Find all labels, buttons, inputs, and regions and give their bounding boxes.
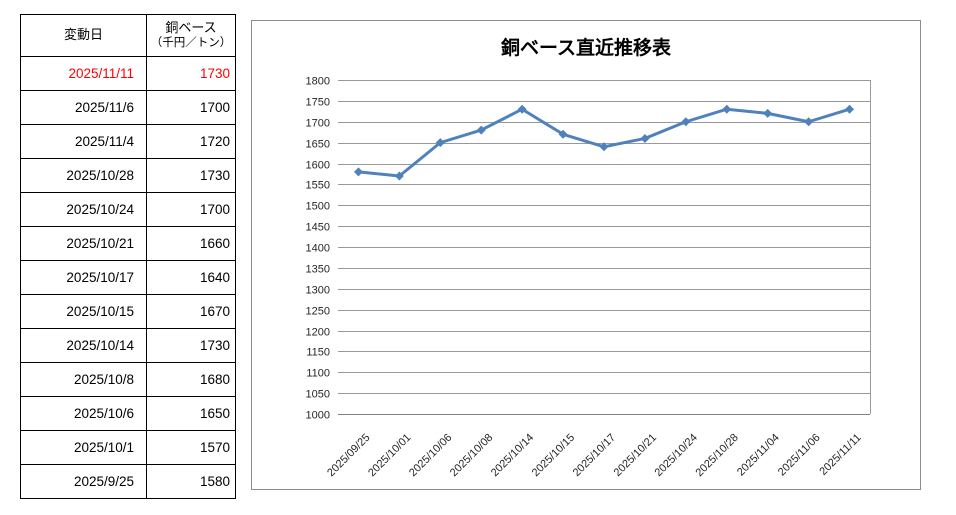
x-axis-tick-label: 2025/11/06 bbox=[776, 432, 823, 479]
y-axis-tick-label: 1700 bbox=[306, 118, 330, 130]
value-cell[interactable]: 1680 bbox=[146, 362, 236, 397]
y-axis-tick-label: 1150 bbox=[306, 347, 330, 359]
table-row: 2025/11/11 1730 bbox=[20, 56, 236, 91]
data-point-marker[interactable] bbox=[394, 171, 404, 181]
table-row: 2025/10/24 1700 bbox=[20, 192, 236, 227]
value-cell[interactable]: 1640 bbox=[146, 260, 236, 295]
x-axis-tick-label: 2025/11/04 bbox=[735, 432, 782, 479]
price-table: 変動日 銅ベース （千円／トン） 2025/11/11 1730 2025/11/6… bbox=[20, 14, 236, 499]
data-point-marker[interactable] bbox=[476, 125, 486, 135]
date-cell[interactable]: 2025/10/28 bbox=[20, 158, 147, 193]
y-axis-tick-label: 1250 bbox=[306, 306, 330, 318]
x-axis-tick-label: 2025/09/25 bbox=[325, 432, 372, 479]
x-axis-tick-label: 2025/10/14 bbox=[489, 432, 536, 479]
data-point-marker[interactable] bbox=[640, 133, 650, 143]
value-cell[interactable]: 1700 bbox=[146, 90, 236, 125]
y-axis-tick-label: 1300 bbox=[306, 285, 330, 297]
table-row: 2025/10/6 1650 bbox=[20, 396, 236, 431]
y-axis-tick-label: 1100 bbox=[306, 368, 330, 380]
value-cell[interactable]: 1570 bbox=[146, 430, 236, 465]
table-header-row: 変動日 銅ベース （千円／トン） bbox=[20, 14, 236, 57]
chart-svg: 1000 1050 1100 1150 1200 1250 1300 1350 1400 1450… bbox=[306, 76, 871, 479]
date-cell[interactable]: 2025/11/6 bbox=[20, 90, 147, 125]
value-cell[interactable]: 1720 bbox=[146, 124, 236, 159]
data-point-marker[interactable] bbox=[353, 167, 363, 177]
table-row: 2025/10/15 1670 bbox=[20, 294, 236, 329]
chart-title: 銅ベース直近推移表 bbox=[500, 38, 672, 59]
value-cell[interactable]: 1580 bbox=[146, 464, 236, 499]
x-axis-tick-label: 2025/10/21 bbox=[612, 432, 659, 479]
value-cell[interactable]: 1730 bbox=[146, 328, 236, 363]
table-row: 2025/11/4 1720 bbox=[20, 124, 236, 159]
x-axis-tick-label: 2025/10/01 bbox=[366, 432, 413, 479]
x-axis-tick-label: 2025/10/06 bbox=[407, 432, 454, 479]
date-cell[interactable]: 2025/11/11 bbox=[20, 56, 147, 91]
x-axis-tick-label: 2025/10/08 bbox=[448, 432, 495, 479]
y-axis-tick-label: 1200 bbox=[306, 327, 330, 339]
data-point-marker[interactable] bbox=[435, 138, 445, 148]
y-axis-tick-label: 1050 bbox=[306, 389, 330, 401]
y-axis-tick-label: 1350 bbox=[306, 264, 330, 276]
data-point-marker[interactable] bbox=[804, 117, 814, 127]
y-axis-tick-label: 1800 bbox=[306, 76, 330, 88]
value-cell[interactable]: 1730 bbox=[146, 56, 236, 91]
date-cell[interactable]: 2025/10/15 bbox=[20, 294, 147, 329]
date-cell[interactable]: 2025/10/1 bbox=[20, 430, 147, 465]
y-axis-tick-label: 1650 bbox=[306, 139, 330, 151]
y-axis-tick-label: 1500 bbox=[306, 201, 330, 213]
value-cell[interactable]: 1670 bbox=[146, 294, 236, 329]
date-column-header[interactable]: 変動日 bbox=[20, 14, 147, 57]
table-row: 2025/10/17 1640 bbox=[20, 260, 236, 295]
chart-object[interactable]: 銅ベース直近推移表 1000 1050 1100 1150 1200 1250 1300 13… bbox=[251, 20, 921, 490]
table-row: 2025/10/8 1680 bbox=[20, 362, 236, 397]
data-point-marker[interactable] bbox=[681, 117, 691, 127]
y-axis-tick-label: 1000 bbox=[306, 410, 330, 422]
table-row: 2025/10/21 1660 bbox=[20, 226, 236, 261]
value-cell[interactable]: 1650 bbox=[146, 396, 236, 431]
date-cell[interactable]: 2025/10/24 bbox=[20, 192, 147, 227]
value-column-header[interactable]: 銅ベース （千円／トン） bbox=[146, 14, 236, 57]
date-cell[interactable]: 2025/10/6 bbox=[20, 396, 147, 431]
date-cell[interactable]: 2025/10/17 bbox=[20, 260, 147, 295]
date-cell[interactable]: 2025/9/25 bbox=[20, 464, 147, 499]
y-axis-tick-label: 1400 bbox=[306, 243, 330, 255]
x-axis-tick-label: 2025/10/17 bbox=[571, 432, 618, 479]
date-cell[interactable]: 2025/10/14 bbox=[20, 328, 147, 363]
date-cell[interactable]: 2025/11/4 bbox=[20, 124, 147, 159]
table-row: 2025/10/28 1730 bbox=[20, 158, 236, 193]
value-cell[interactable]: 1730 bbox=[146, 158, 236, 193]
value-header-line2: （千円／トン） bbox=[150, 37, 232, 50]
y-axis-tick-label: 1450 bbox=[306, 222, 330, 234]
table-row: 2025/10/1 1570 bbox=[20, 430, 236, 465]
table-row: 2025/10/14 1730 bbox=[20, 328, 236, 363]
price-table-body: 2025/11/11 1730 2025/11/6 1700 2025/11/4 1720… bbox=[20, 56, 236, 499]
data-point-marker[interactable] bbox=[763, 108, 773, 118]
y-axis-tick-label: 1550 bbox=[306, 180, 330, 192]
data-point-marker[interactable] bbox=[722, 104, 732, 114]
data-point-marker[interactable] bbox=[558, 129, 568, 139]
value-header-line1: 銅ベース bbox=[165, 20, 217, 36]
x-axis-tick-label: 2025/11/11 bbox=[817, 432, 863, 478]
date-cell[interactable]: 2025/10/8 bbox=[20, 362, 147, 397]
x-axis-tick-label: 2025/10/24 bbox=[653, 432, 700, 479]
y-axis-tick-label: 1600 bbox=[306, 160, 330, 172]
x-axis-tick-label: 2025/10/28 bbox=[693, 432, 740, 479]
y-axis-tick-label: 1750 bbox=[306, 97, 330, 109]
table-row: 2025/9/25 1580 bbox=[20, 464, 236, 499]
table-row: 2025/11/6 1700 bbox=[20, 90, 236, 125]
value-cell[interactable]: 1660 bbox=[146, 226, 236, 261]
x-axis-tick-label: 2025/10/15 bbox=[530, 432, 577, 479]
date-cell[interactable]: 2025/10/21 bbox=[20, 226, 147, 261]
data-point-marker[interactable] bbox=[599, 142, 609, 152]
data-point-marker[interactable] bbox=[517, 104, 527, 114]
value-cell[interactable]: 1700 bbox=[146, 192, 236, 227]
data-point-marker[interactable] bbox=[845, 104, 855, 114]
